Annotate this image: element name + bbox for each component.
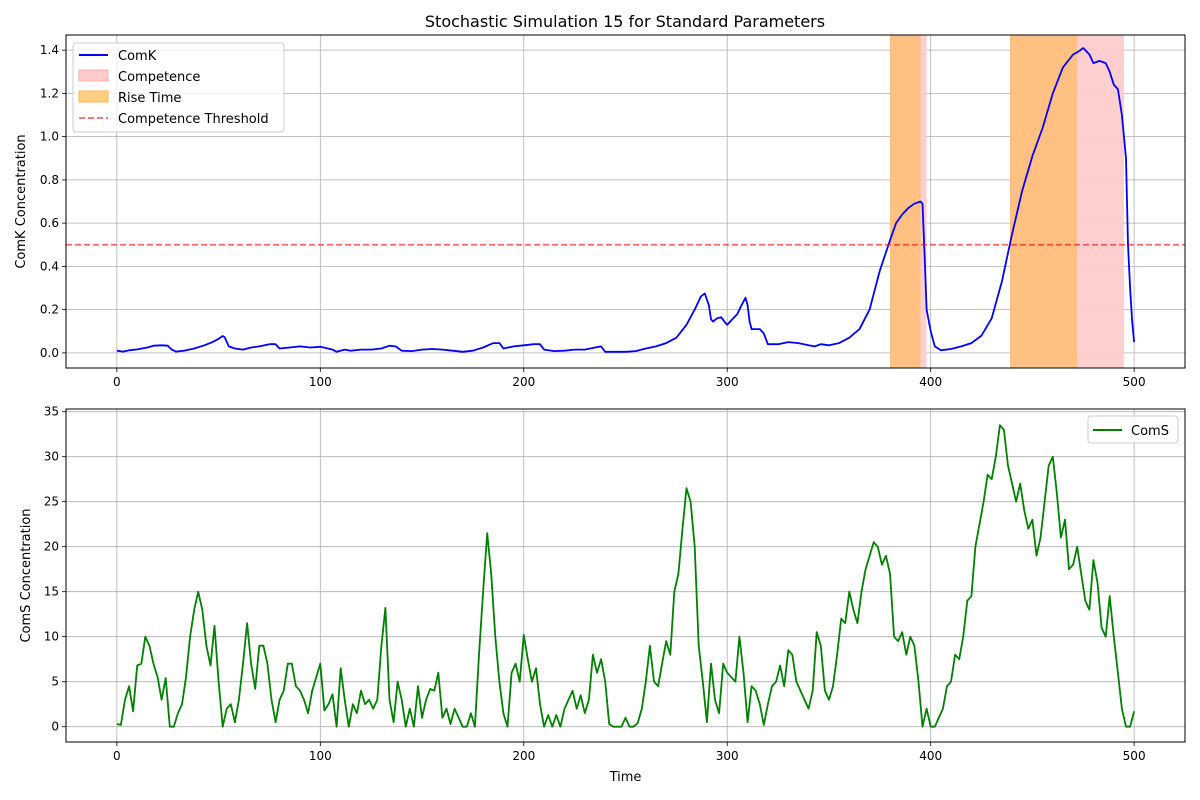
comk-y-ticks: 0.0 0.2 0.4 0.6 0.8 1.0 1.2 1.4 <box>40 43 66 360</box>
y-tick-label: 1.2 <box>40 86 59 100</box>
legend-label-coms: ComS <box>1131 424 1169 439</box>
coms-panel: 0 100 200 300 400 500 0 5 10 15 20 25 30 35 ComS Con… <box>19 405 1186 785</box>
x-tick-label: 100 <box>309 749 332 763</box>
x-tick-label: 200 <box>512 749 535 763</box>
x-tick-label: 200 <box>512 375 535 389</box>
x-tick-label: 300 <box>716 375 739 389</box>
comk-panel: Stochastic Simulation 15 for Standard Pa… <box>14 12 1186 389</box>
x-tick-label: 0 <box>113 375 121 389</box>
rise-time-region <box>1010 35 1078 368</box>
legend-label-threshold: Competence Threshold <box>118 112 269 127</box>
legend-swatch-rise-time <box>78 90 109 103</box>
x-tick-label: 500 <box>1123 375 1146 389</box>
comk-axes-frame <box>65 34 1186 369</box>
y-tick-label: 0.0 <box>40 346 59 360</box>
x-tick-label: 400 <box>919 749 942 763</box>
y-tick-label: 5 <box>51 675 59 689</box>
coms-legend-box <box>1087 415 1179 444</box>
comk-legend: ComK Competence Rise Time Competence Thr… <box>72 42 285 133</box>
comk-lines <box>66 47 1185 353</box>
y-tick-label: 0 <box>51 720 59 734</box>
y-tick-label: 15 <box>44 585 59 599</box>
x-tick-label: 0 <box>113 749 121 763</box>
y-tick-label: 0.2 <box>40 303 59 317</box>
y-tick-label: 35 <box>44 405 59 419</box>
legend-swatch-competence <box>78 69 109 82</box>
x-tick-label: 500 <box>1123 749 1146 763</box>
x-tick-label: 400 <box>919 375 942 389</box>
coms-gridlines <box>66 409 1185 742</box>
legend-label-comk: ComK <box>118 49 157 64</box>
comk-shaded-regions <box>889 35 1124 368</box>
comk-gridlines <box>66 35 1185 368</box>
rise-time-region <box>889 35 921 368</box>
x-axis-label-time: Time <box>609 770 642 785</box>
coms-axes-frame <box>65 408 1186 743</box>
legend-label-rise-time: Rise Time <box>118 91 181 106</box>
coms-x-ticks: 0 100 200 300 400 500 <box>113 742 1146 763</box>
coms-line <box>116 424 1135 728</box>
coms-legend: ComS <box>1087 415 1179 444</box>
y-tick-label: 0.8 <box>40 173 59 187</box>
x-tick-label: 300 <box>716 749 739 763</box>
comk-x-ticks: 0 100 200 300 400 500 <box>113 368 1146 389</box>
coms-lines <box>116 424 1135 728</box>
y-tick-label: 25 <box>44 495 59 509</box>
coms-y-axis-label: ComS Concentration <box>19 508 34 642</box>
y-tick-label: 1.4 <box>40 43 59 57</box>
y-tick-label: 10 <box>44 630 59 644</box>
coms-y-ticks: 0 5 10 15 20 25 30 35 <box>44 405 66 734</box>
legend-label-competence: Competence <box>118 70 200 85</box>
x-tick-label: 100 <box>309 375 332 389</box>
y-tick-label: 0.6 <box>40 216 59 230</box>
comk-y-axis-label: ComK Concentration <box>14 134 29 268</box>
comk-line <box>116 47 1135 353</box>
comk-legend-box <box>72 42 285 133</box>
y-tick-label: 0.4 <box>40 259 59 273</box>
y-tick-label: 1.0 <box>40 130 59 144</box>
y-tick-label: 20 <box>44 540 59 554</box>
y-tick-label: 30 <box>44 450 59 464</box>
chart-title: Stochastic Simulation 15 for Standard Pa… <box>425 12 825 31</box>
